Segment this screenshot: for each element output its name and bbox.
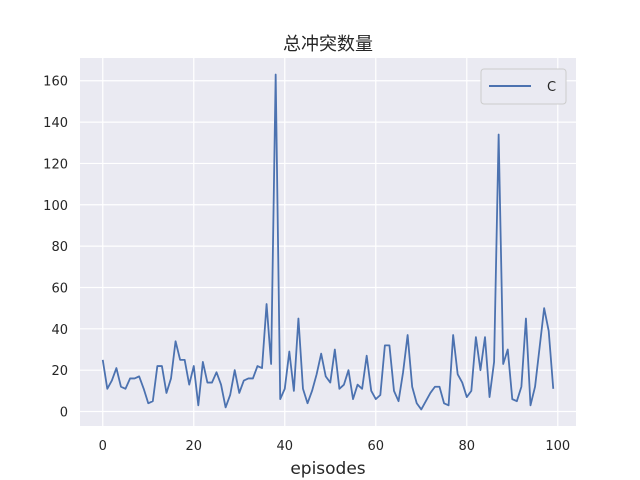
y-tick-label: 160 [43,75,68,90]
y-tick-label: 0 [60,406,68,421]
y-tick-label: 80 [51,240,68,255]
legend: C [480,68,567,105]
y-tick-label: 60 [51,281,68,296]
legend-label-c: C [547,80,556,95]
x-tick-label: 80 [459,439,476,454]
x-axis-label: episodes [290,459,365,479]
y-tick-label: 40 [51,323,68,338]
y-tick-label: 140 [43,116,68,131]
x-tick-label: 40 [276,439,293,454]
tick-labels: 0 20 40 60 80 100 0 20 40 60 80 100 120 140 160 [43,75,570,454]
series-layer [101,73,555,411]
x-tick-label: 0 [99,439,107,454]
y-tick-label: 20 [51,364,68,379]
x-tick-label: 20 [185,439,202,454]
chart-title: 总冲突数量 [283,34,373,55]
x-tick-label: 100 [545,439,570,454]
series-line-c [101,73,555,411]
y-tick-label: 120 [43,157,68,172]
x-tick-label: 60 [368,439,385,454]
y-tick-label: 100 [43,199,68,214]
